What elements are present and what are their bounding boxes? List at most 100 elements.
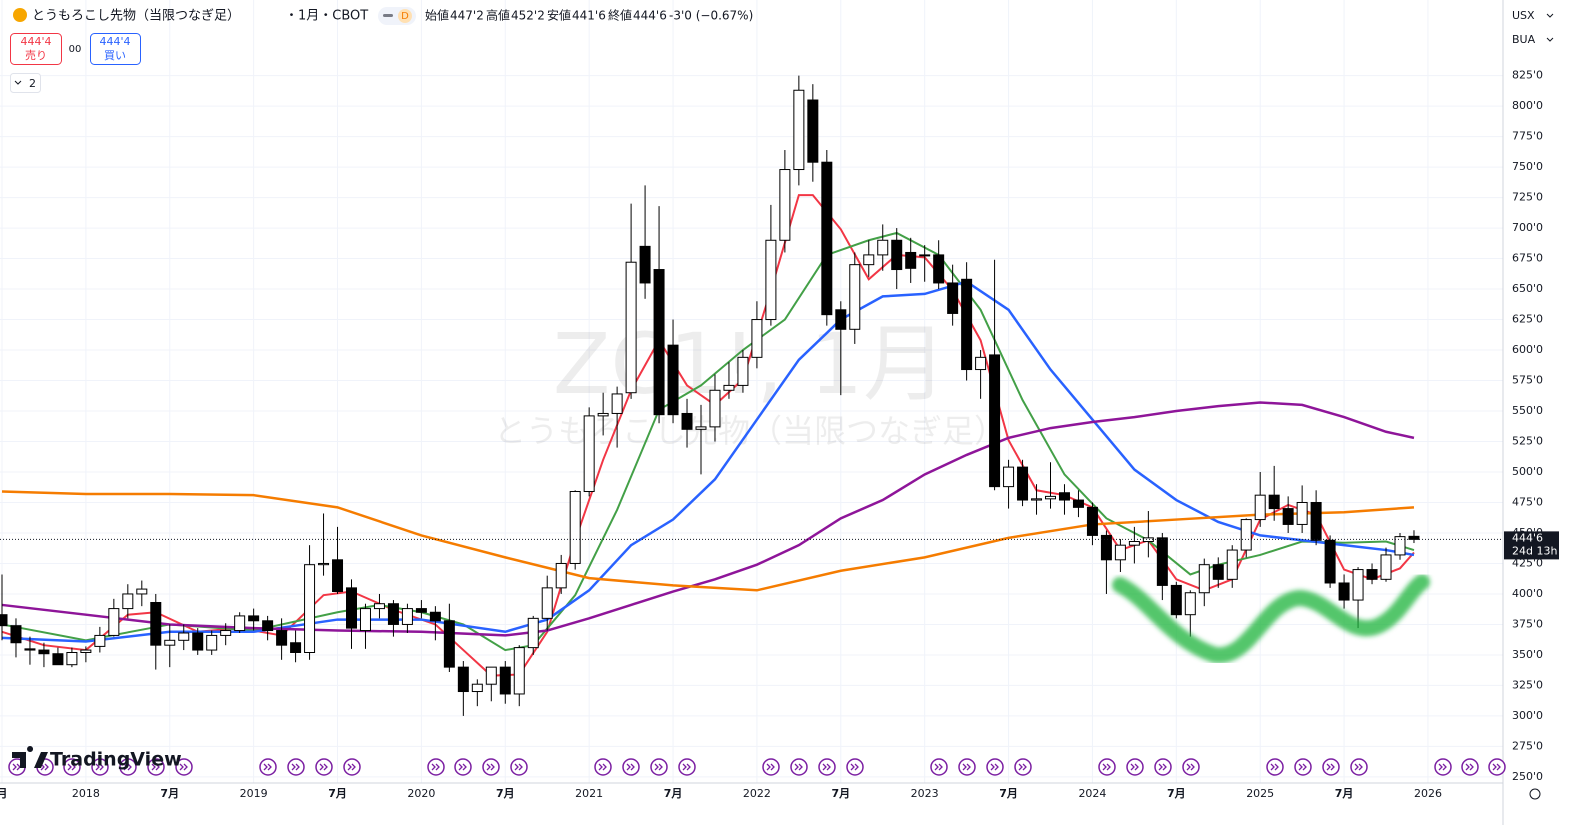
event-icon[interactable]	[762, 758, 780, 776]
event-icon[interactable]	[510, 758, 528, 776]
event-icon-glyph	[1130, 763, 1139, 771]
x-tick-label: 7月	[328, 787, 347, 800]
event-icon[interactable]	[1014, 758, 1032, 776]
ohlc-label: 始値	[425, 8, 449, 23]
event-icon[interactable]	[175, 758, 193, 776]
candle-body	[1380, 554, 1392, 580]
y-tick-label: 750'0	[1512, 160, 1543, 173]
event-icon-glyph	[1018, 763, 1027, 771]
event-icon-glyph	[990, 763, 999, 771]
event-icon[interactable]	[315, 758, 333, 776]
event-icon[interactable]	[958, 758, 976, 776]
candle-body	[234, 615, 246, 632]
event-icon[interactable]	[1434, 758, 1452, 776]
ohlc-label: 高値	[486, 8, 510, 23]
event-icon[interactable]	[1461, 758, 1479, 776]
event-icon[interactable]	[147, 758, 165, 776]
event-icon[interactable]	[1294, 758, 1312, 776]
event-icon[interactable]	[1098, 758, 1116, 776]
event-icon[interactable]	[1350, 758, 1368, 776]
event-icon-glyph	[934, 763, 943, 771]
candle-body	[1100, 534, 1112, 561]
candle-body	[1031, 498, 1043, 501]
event-icon[interactable]	[343, 758, 361, 776]
candle-body	[1128, 541, 1140, 546]
candle-body	[290, 642, 302, 653]
candle-body	[891, 239, 903, 271]
event-icon[interactable]	[1126, 758, 1144, 776]
y-tick-label: 775'0	[1512, 130, 1543, 143]
grid	[0, 0, 1503, 783]
settings-icon[interactable]	[1529, 788, 1541, 800]
event-icon[interactable]	[790, 758, 808, 776]
event-icon[interactable]	[482, 758, 500, 776]
x-tick-label: 7月	[1335, 787, 1354, 800]
sell-price: 444'4	[20, 35, 51, 48]
logo-text: TradingView	[50, 749, 182, 771]
event-icon[interactable]	[594, 758, 612, 776]
candle-body	[905, 251, 917, 269]
x-tick-label: 2021	[575, 787, 603, 800]
x-tick-label: 2026	[1414, 787, 1442, 800]
event-icon[interactable]	[1322, 758, 1340, 776]
y-tick-label: 300'0	[1512, 709, 1543, 722]
event-icon-glyph	[1298, 763, 1307, 771]
candle-body	[1394, 536, 1406, 556]
ohlc-value: 441'6	[572, 9, 606, 23]
event-icon[interactable]	[986, 758, 1004, 776]
event-icon[interactable]	[818, 758, 836, 776]
event-icon-glyph	[1270, 763, 1279, 771]
x-tick-label: 2020	[407, 787, 435, 800]
candle-body	[38, 649, 50, 655]
y-tick-label: 650'0	[1512, 282, 1543, 295]
candle-body	[765, 239, 777, 321]
candle-body	[0, 614, 8, 627]
event-icon[interactable]	[678, 758, 696, 776]
candle-body	[639, 245, 651, 284]
event-icon-glyph	[95, 763, 104, 771]
event-icon-glyph	[1158, 763, 1167, 771]
event-icon[interactable]	[427, 758, 445, 776]
x-tick-label: 2023	[911, 787, 939, 800]
event-icon-glyph	[766, 763, 775, 771]
candle-body	[318, 562, 330, 566]
candle-body	[849, 264, 861, 330]
candle-body	[737, 356, 749, 386]
event-icon[interactable]	[454, 758, 472, 776]
event-icon[interactable]	[650, 758, 668, 776]
event-icon[interactable]	[846, 758, 864, 776]
ohlc-value: 447'2	[450, 9, 484, 23]
event-icon[interactable]	[63, 758, 81, 776]
event-icon-glyph	[514, 763, 523, 771]
event-icon[interactable]	[1266, 758, 1284, 776]
candle-body	[961, 278, 973, 371]
currency[interactable]: USX	[1512, 9, 1535, 22]
candle-body	[1142, 537, 1154, 543]
event-icon[interactable]	[259, 758, 277, 776]
event-icon[interactable]	[1488, 758, 1506, 776]
event-icon[interactable]	[119, 758, 137, 776]
event-icon[interactable]	[1154, 758, 1172, 776]
y-tick-label: 500'0	[1512, 465, 1543, 478]
candle-body	[443, 620, 455, 668]
indicators-toggle[interactable]	[10, 73, 41, 93]
candle-body	[499, 666, 511, 695]
event-icon[interactable]	[930, 758, 948, 776]
candle-body	[779, 169, 791, 241]
event-icon[interactable]	[622, 758, 640, 776]
event-icon-glyph	[822, 763, 831, 771]
unit[interactable]: BUA	[1512, 33, 1536, 46]
event-icon[interactable]	[1182, 758, 1200, 776]
candle-body	[821, 161, 833, 316]
candle-body	[1282, 508, 1294, 525]
candle-body	[276, 630, 288, 646]
buy-button[interactable]	[90, 33, 141, 65]
event-icon[interactable]	[91, 758, 109, 776]
candle-body	[429, 611, 441, 622]
event-icon[interactable]	[287, 758, 305, 776]
sell-button[interactable]	[10, 33, 62, 65]
candle-body	[653, 269, 665, 416]
y-tick-label: 425'0	[1512, 556, 1543, 569]
candle-body	[387, 603, 399, 625]
ohlc-label: 安値	[547, 8, 571, 23]
